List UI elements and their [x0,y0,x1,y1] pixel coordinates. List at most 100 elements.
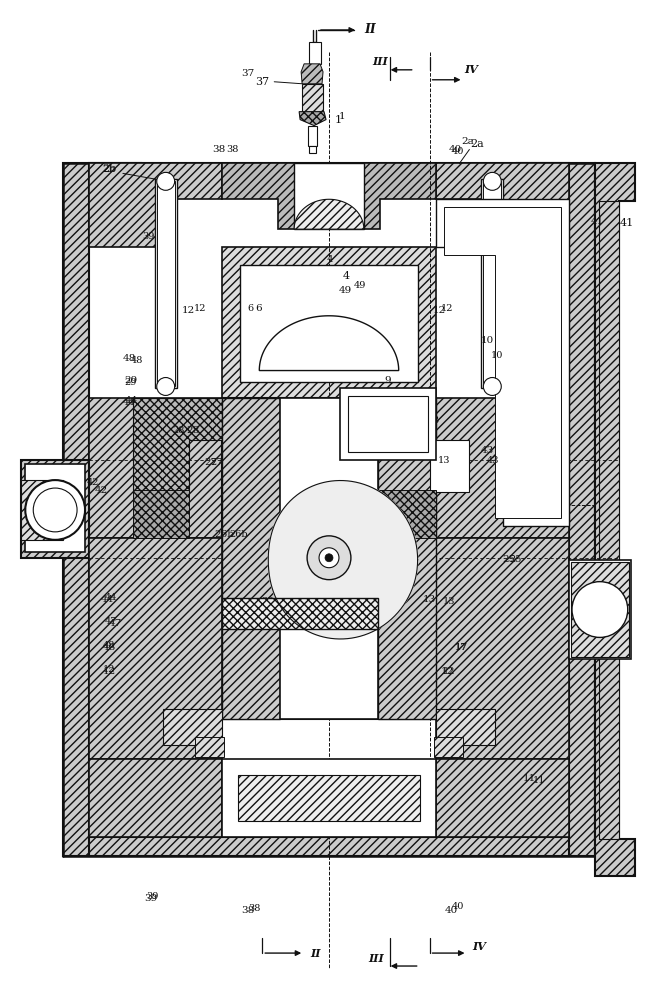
Text: 25: 25 [503,555,516,564]
Bar [302,84,323,112]
Text: 10: 10 [491,351,503,360]
Circle shape [33,488,77,532]
Text: 18: 18 [175,511,186,520]
Polygon shape [299,112,326,126]
Bar [223,759,436,837]
Text: 39: 39 [146,892,159,901]
Polygon shape [223,398,280,719]
Text: II: II [364,23,376,36]
Text: 13: 13 [444,597,456,606]
Text: 19: 19 [341,792,355,801]
Polygon shape [89,759,223,837]
Text: 20: 20 [461,723,474,732]
Text: II: II [310,948,320,959]
Text: 17: 17 [455,643,468,652]
Text: 26b: 26b [229,530,248,539]
Text: 20: 20 [194,715,207,724]
Bar [163,709,223,745]
Text: 13: 13 [427,416,440,425]
Text: 12: 12 [102,667,115,676]
Text: 38: 38 [248,904,260,913]
Text: 48: 48 [122,354,136,363]
Polygon shape [436,199,569,526]
Text: 44: 44 [124,396,138,405]
Text: 28: 28 [186,426,199,435]
Text: 9: 9 [386,418,393,427]
Circle shape [483,378,501,395]
Circle shape [325,554,333,562]
Polygon shape [268,481,418,639]
Polygon shape [294,199,364,229]
Bar [436,709,496,745]
Text: 27: 27 [204,458,217,467]
Bar [483,181,501,386]
Text: 37: 37 [242,69,255,78]
Text: 39: 39 [144,894,158,903]
Bar [569,560,631,659]
Text: 42: 42 [87,478,100,487]
Polygon shape [378,398,436,719]
Text: IV: IV [473,941,486,952]
Polygon shape [444,207,561,518]
Text: 47: 47 [108,619,121,628]
Text: 25: 25 [509,555,521,564]
Circle shape [25,480,85,540]
Text: 4: 4 [343,271,349,281]
Text: 12: 12 [442,304,454,313]
Text: 43: 43 [480,446,494,455]
Polygon shape [89,163,569,179]
Bar [223,598,378,629]
Polygon shape [223,398,436,719]
Polygon shape [517,163,595,856]
Text: 6: 6 [255,304,262,313]
Text: 10: 10 [480,336,494,345]
Text: 42: 42 [94,486,107,495]
Circle shape [157,378,175,395]
Text: 44: 44 [123,398,135,407]
Text: 19: 19 [342,794,354,803]
Text: 11: 11 [533,776,546,785]
Text: 12: 12 [441,667,454,676]
Circle shape [157,172,175,190]
Bar [157,181,175,386]
Text: 39: 39 [142,232,155,241]
Polygon shape [21,480,63,540]
Polygon shape [133,490,188,538]
Text: 43: 43 [487,456,500,465]
Text: 44: 44 [100,595,113,604]
Text: 3: 3 [50,505,57,514]
Circle shape [572,582,628,637]
Text: 29: 29 [124,376,138,385]
Polygon shape [133,398,223,490]
Polygon shape [89,538,223,759]
Text: 21: 21 [289,494,301,503]
Text: III: III [368,953,384,964]
Circle shape [319,548,339,568]
Bar [294,163,364,229]
Polygon shape [599,201,619,839]
Text: 12: 12 [433,306,446,315]
Bar [309,42,321,64]
Text: III: III [372,56,387,67]
Bar [434,737,463,757]
Polygon shape [259,316,399,371]
Text: 13: 13 [438,456,451,465]
Text: 12: 12 [103,665,115,674]
Text: 40: 40 [445,906,458,915]
Text: 27: 27 [322,446,335,455]
Text: 22: 22 [278,609,291,618]
Text: 1: 1 [339,112,345,121]
Bar [194,737,225,757]
Text: 2b: 2b [102,165,115,174]
Bar [430,440,469,492]
Text: 18: 18 [169,510,183,519]
Polygon shape [571,562,629,657]
Polygon shape [436,398,569,538]
Bar [481,179,503,388]
Bar [155,179,177,388]
Bar [309,146,316,153]
Text: 27: 27 [333,444,346,453]
Bar [239,775,420,821]
Polygon shape [89,837,569,856]
Bar [25,464,85,552]
